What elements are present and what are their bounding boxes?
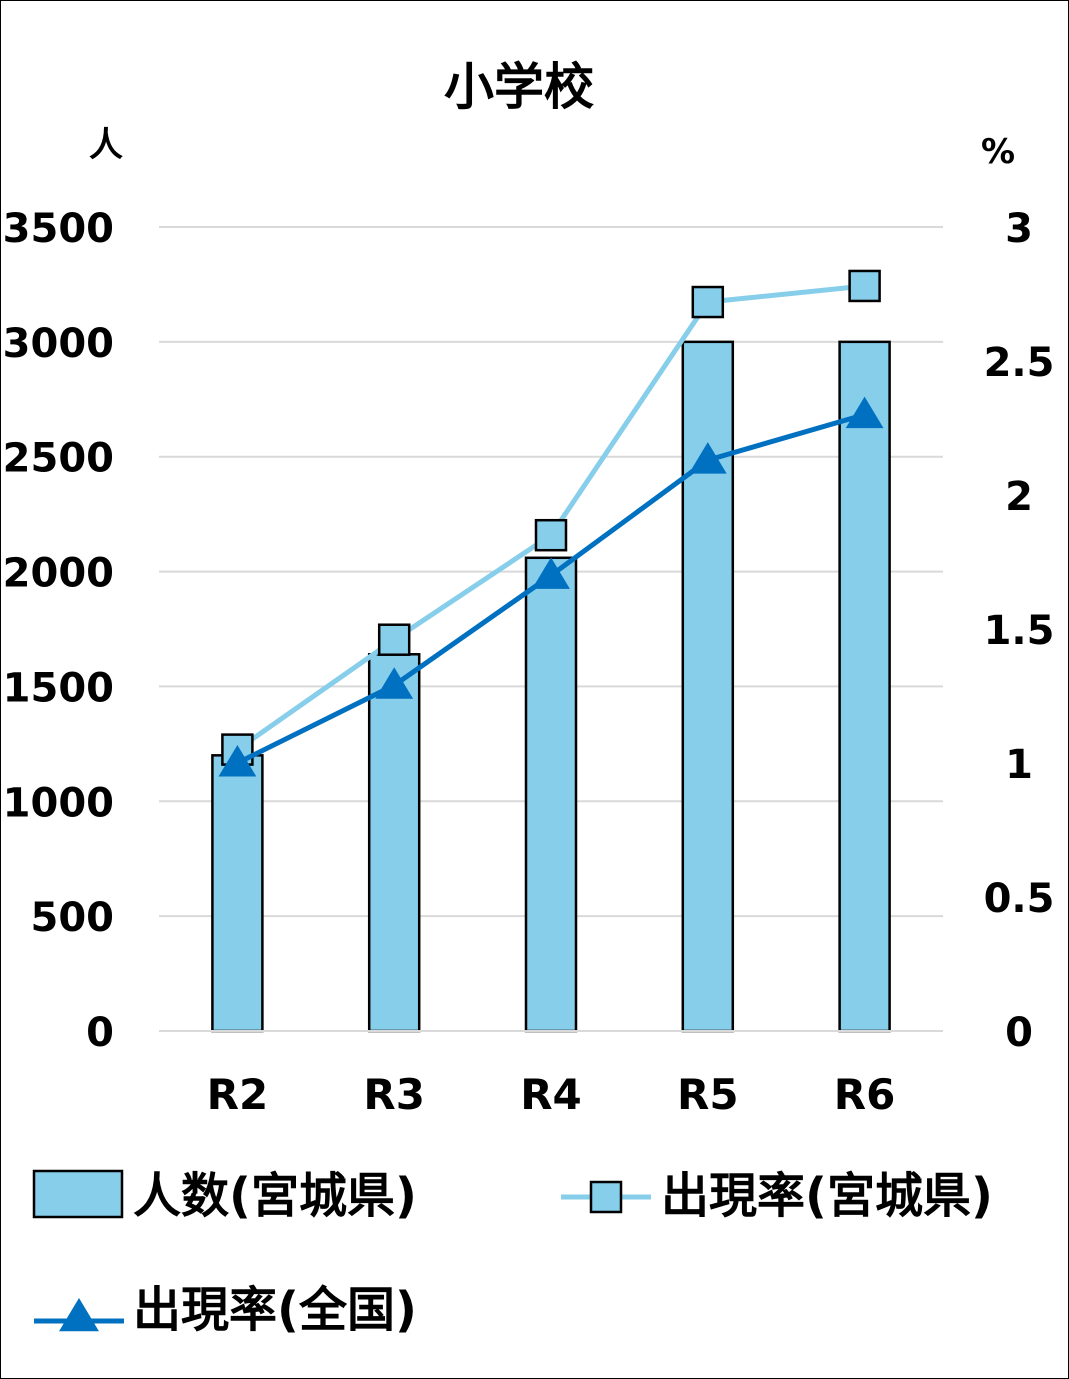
right-tick-label: 2.5 bbox=[984, 340, 1055, 386]
x-tick-label: R4 bbox=[520, 1070, 582, 1119]
triangle-marker bbox=[688, 442, 727, 474]
chart-title: 小学校 bbox=[444, 58, 594, 116]
x-tick-label: R6 bbox=[834, 1070, 896, 1119]
left-tick-label: 3500 bbox=[3, 206, 114, 252]
bar bbox=[838, 340, 891, 1033]
square-marker bbox=[377, 623, 411, 656]
bar bbox=[211, 754, 264, 1033]
square-marker bbox=[848, 269, 881, 303]
legend-swatch-bar bbox=[32, 1169, 124, 1219]
axis-labels: 0 500 1000 1500 2000 2500 3000 3500 0 0.5 1 1.5 2 2.5… bbox=[3, 206, 1055, 1119]
x-tick-label: R5 bbox=[677, 1070, 739, 1119]
left-tick-label: 0 bbox=[86, 1010, 114, 1056]
x-tick-label: R2 bbox=[207, 1070, 269, 1119]
right-tick-label: 0.5 bbox=[984, 876, 1055, 922]
left-tick-label: 2000 bbox=[3, 551, 114, 597]
left-tick-label: 3000 bbox=[3, 321, 114, 367]
square-marker bbox=[534, 518, 568, 552]
left-axis-unit: 人 bbox=[89, 125, 123, 165]
right-tick-label: 0 bbox=[1005, 1010, 1033, 1056]
line-series bbox=[218, 269, 884, 777]
legend-label: 人数(宮城県) bbox=[133, 1168, 417, 1224]
left-tick-label: 2500 bbox=[3, 436, 114, 482]
right-tick-label: 1 bbox=[1005, 742, 1033, 788]
right-tick-label: 1.5 bbox=[984, 608, 1055, 654]
square-marker bbox=[691, 285, 725, 319]
bar bbox=[524, 556, 578, 1033]
right-axis-unit: % bbox=[981, 132, 1015, 172]
left-tick-label: 1000 bbox=[3, 780, 114, 826]
legend-label: 出現率(全国) bbox=[133, 1282, 417, 1338]
triangle-marker bbox=[218, 745, 257, 777]
triangle-marker bbox=[845, 396, 884, 429]
legend-square-marker bbox=[589, 1180, 623, 1214]
x-tick-label: R3 bbox=[363, 1070, 425, 1119]
bar bbox=[367, 653, 421, 1033]
legend-triangle-marker bbox=[59, 1298, 99, 1332]
triangle-marker bbox=[532, 557, 570, 589]
legend-label: 出現率(宮城県) bbox=[661, 1168, 993, 1224]
left-tick-label: 500 bbox=[31, 895, 115, 941]
triangle-marker bbox=[375, 667, 414, 699]
right-tick-label: 3 bbox=[1005, 206, 1033, 252]
left-tick-label: 1500 bbox=[3, 665, 114, 711]
legend: 人数(宮城県) 出現率(宮城県) 出現率(全国) bbox=[32, 1168, 993, 1338]
right-tick-label: 2 bbox=[1005, 474, 1033, 520]
